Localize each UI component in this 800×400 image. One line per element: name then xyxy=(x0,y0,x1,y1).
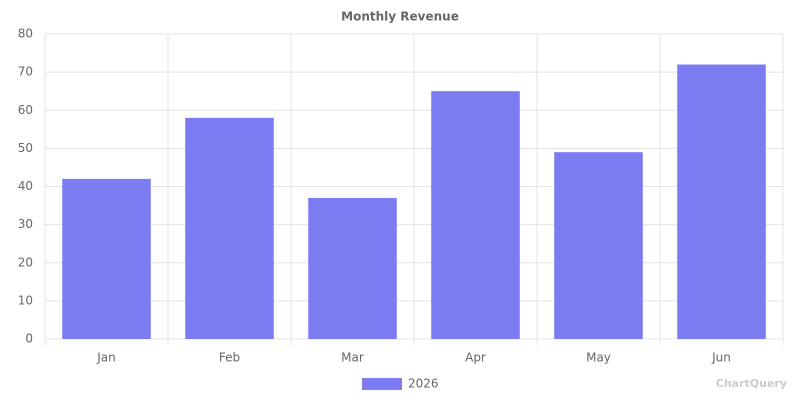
y-tick-label: 40 xyxy=(18,179,33,193)
bar xyxy=(185,117,274,339)
y-tick-label: 80 xyxy=(18,27,33,41)
y-tick-label: 20 xyxy=(18,255,33,269)
y-tick-label: 30 xyxy=(18,217,33,231)
x-tick-label: May xyxy=(586,351,611,365)
y-tick-label: 0 xyxy=(25,332,33,346)
x-tick-label: Feb xyxy=(219,351,240,365)
watermark: ChartQuery xyxy=(716,377,787,390)
y-tick-label: 10 xyxy=(18,293,33,307)
bar xyxy=(62,178,151,339)
bar xyxy=(677,64,766,339)
chart-title: Monthly Revenue xyxy=(341,10,459,24)
legend-label: 2026 xyxy=(408,377,439,391)
x-tick-label: Apr xyxy=(465,351,486,365)
bar xyxy=(554,152,643,339)
x-tick-label: Jan xyxy=(96,351,116,365)
y-tick-label: 60 xyxy=(18,103,33,117)
x-tick-label: Jun xyxy=(711,351,731,365)
legend-swatch xyxy=(362,378,402,390)
bar xyxy=(431,91,520,339)
y-tick-label: 50 xyxy=(18,141,33,155)
y-tick-label: 70 xyxy=(18,65,33,79)
x-tick-label: Mar xyxy=(341,351,364,365)
bar xyxy=(308,197,397,339)
